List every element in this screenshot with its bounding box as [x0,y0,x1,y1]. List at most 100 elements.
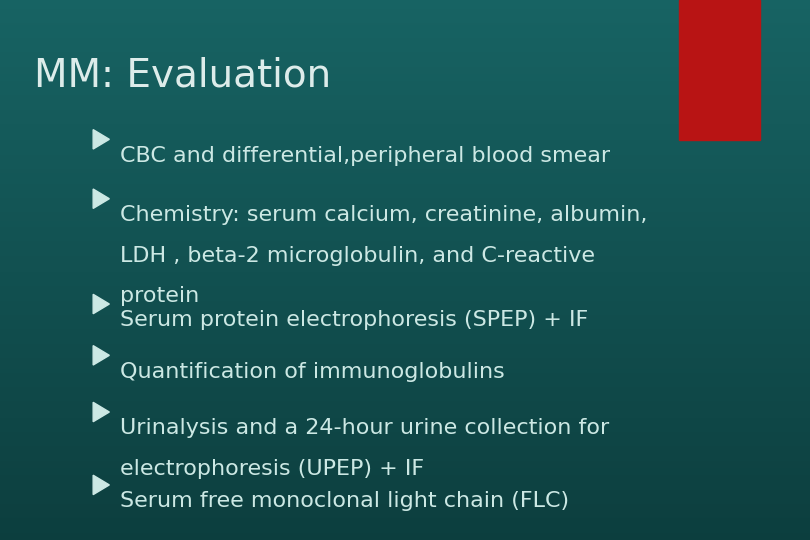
Bar [0,77,810,79]
Bar [0,398,810,400]
Bar [0,403,810,405]
Bar [0,340,810,342]
Bar [0,144,810,146]
Bar [0,31,810,32]
Bar [0,277,810,279]
Bar [0,115,810,117]
Bar [0,97,810,99]
Bar [0,448,810,450]
Bar [0,232,810,234]
Bar [0,50,810,52]
Bar [0,211,810,212]
Bar [0,214,810,216]
Bar [0,452,810,454]
Bar [0,401,810,403]
Bar [0,371,810,373]
Bar [0,295,810,297]
Bar [0,18,810,20]
Bar [0,198,810,200]
Bar [0,517,810,518]
Polygon shape [93,402,109,422]
Bar [0,396,810,398]
Bar [0,2,810,4]
Bar [0,7,810,9]
Bar [0,328,810,329]
Bar [0,366,810,367]
Bar [0,81,810,83]
Bar [0,135,810,137]
Bar [0,56,810,58]
Bar [0,331,810,333]
Bar [0,309,810,312]
Bar [0,92,810,93]
Bar [0,288,810,290]
Text: electrophoresis (UPEP) + IF: electrophoresis (UPEP) + IF [120,459,424,479]
Bar [0,461,810,463]
Bar [0,315,810,317]
Bar [0,470,810,471]
Polygon shape [93,294,109,314]
Bar [0,88,810,90]
Bar [0,47,810,49]
Bar [0,65,810,66]
Bar [0,184,810,185]
Bar [0,416,810,417]
Bar [0,177,810,178]
Bar [0,266,810,268]
Bar [0,255,810,258]
Bar [0,363,810,366]
Bar [0,525,810,528]
Bar [0,524,810,525]
Bar [0,481,810,482]
Bar [0,106,810,108]
Bar [0,464,810,466]
Bar [0,290,810,292]
Bar [0,441,810,443]
Bar [0,182,810,184]
Bar [0,326,810,328]
Bar [0,191,810,193]
Bar [0,119,810,120]
Bar [0,236,810,238]
Bar [0,259,810,261]
Text: Chemistry: serum calcium, creatinine, albumin,: Chemistry: serum calcium, creatinine, al… [120,205,647,225]
Bar [0,270,810,272]
Bar [0,474,810,475]
Bar [0,72,810,74]
Bar [0,265,810,266]
Bar [0,355,810,356]
Bar [0,509,810,511]
Bar [0,79,810,81]
Bar [0,387,810,389]
Bar [0,218,810,220]
Bar [0,187,810,189]
Bar [0,390,810,393]
Bar [0,76,810,77]
Bar [0,459,810,461]
Bar [0,457,810,459]
Bar [0,142,810,144]
Bar [0,335,810,336]
Bar [0,86,810,88]
Bar [0,110,810,112]
Bar [0,38,810,39]
Text: Serum protein electrophoresis (SPEP) + IF: Serum protein electrophoresis (SPEP) + I… [120,310,588,330]
Bar [0,412,810,414]
Bar [0,299,810,301]
Bar [0,518,810,520]
Bar [0,360,810,362]
Bar [0,409,810,410]
Bar [0,484,810,486]
Bar [0,447,810,448]
Bar [0,304,810,306]
Bar [0,128,810,130]
Bar [0,43,810,45]
Bar [0,85,810,86]
Bar [0,486,810,488]
Text: Quantification of immunoglobulins: Quantification of immunoglobulins [120,362,505,382]
Text: Serum free monoclonal light chain (FLC): Serum free monoclonal light chain (FLC) [120,491,569,511]
Bar [0,272,810,274]
Bar [0,166,810,167]
Bar [0,25,810,27]
Bar [0,225,810,227]
